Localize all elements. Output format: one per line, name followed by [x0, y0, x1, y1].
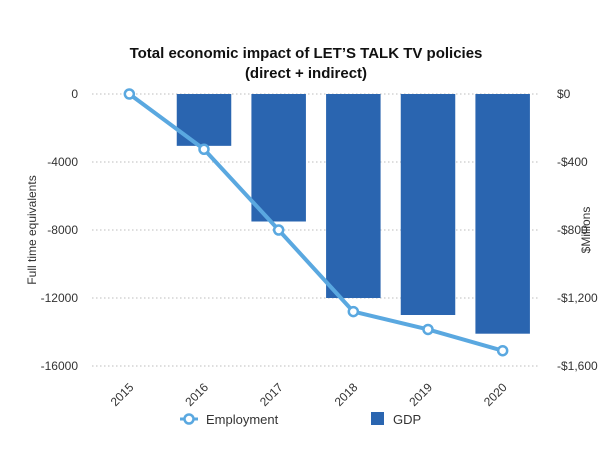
gdp-bar [251, 94, 306, 222]
chart-title-line2: (direct + indirect) [245, 65, 367, 82]
legend: Employment GDP [180, 412, 421, 427]
employment-point [198, 143, 210, 155]
chart-title-line1: Total economic impact of LET’S TALK TV p… [130, 45, 483, 62]
left-axis-label: Full time equivalents [25, 175, 39, 284]
gdp-bar [176, 94, 232, 146]
left-tick-label: 0 [71, 87, 78, 101]
employment-point [496, 344, 509, 357]
right-tick-label: -$1,600 [557, 359, 598, 373]
right-axis-ticks: $0 -$400 -$800 -$1,200 -$1,600 [557, 87, 598, 373]
legend-gdp: GDP [371, 412, 421, 427]
gdp-bar [326, 94, 381, 298]
employment-point [422, 323, 434, 336]
legend-gdp-label: GDP [393, 412, 421, 427]
left-tick-label: -16000 [41, 359, 79, 373]
x-tick-label: 2016 [182, 380, 211, 409]
x-tick-label: 2017 [257, 380, 286, 409]
right-tick-label: $0 [557, 87, 571, 101]
right-tick-label: -$1,200 [557, 291, 598, 305]
legend-gdp-swatch [371, 412, 384, 425]
right-tick-label: -$800 [557, 223, 588, 237]
x-tick-label: 2020 [481, 380, 510, 409]
x-tick-label: 2019 [406, 380, 435, 409]
employment-point [347, 305, 360, 318]
legend-employment-marker [183, 413, 195, 425]
gdp-bar [475, 94, 530, 334]
gdp-bar [400, 94, 456, 315]
x-tick-label: 2015 [108, 380, 137, 409]
left-tick-label: -12000 [41, 291, 79, 305]
gdp-bars [176, 94, 530, 334]
left-tick-label: -8000 [47, 223, 78, 237]
employment-line [123, 88, 509, 357]
x-tick-label: 2018 [332, 380, 361, 409]
left-axis-ticks: 0 -4000 -8000 -12000 -16000 [41, 87, 79, 373]
employment-point [272, 224, 285, 236]
employment-line-path [127, 92, 505, 353]
left-tick-label: -4000 [47, 155, 78, 169]
legend-employment: Employment [180, 412, 279, 427]
x-axis-ticks: 2015 2016 2017 2018 2019 2020 [108, 380, 510, 409]
right-axis-label: $Millions [579, 207, 593, 254]
right-tick-label: -$400 [557, 155, 588, 169]
employment-point [123, 88, 136, 100]
legend-employment-label: Employment [206, 412, 279, 427]
gridlines [92, 93, 540, 367]
